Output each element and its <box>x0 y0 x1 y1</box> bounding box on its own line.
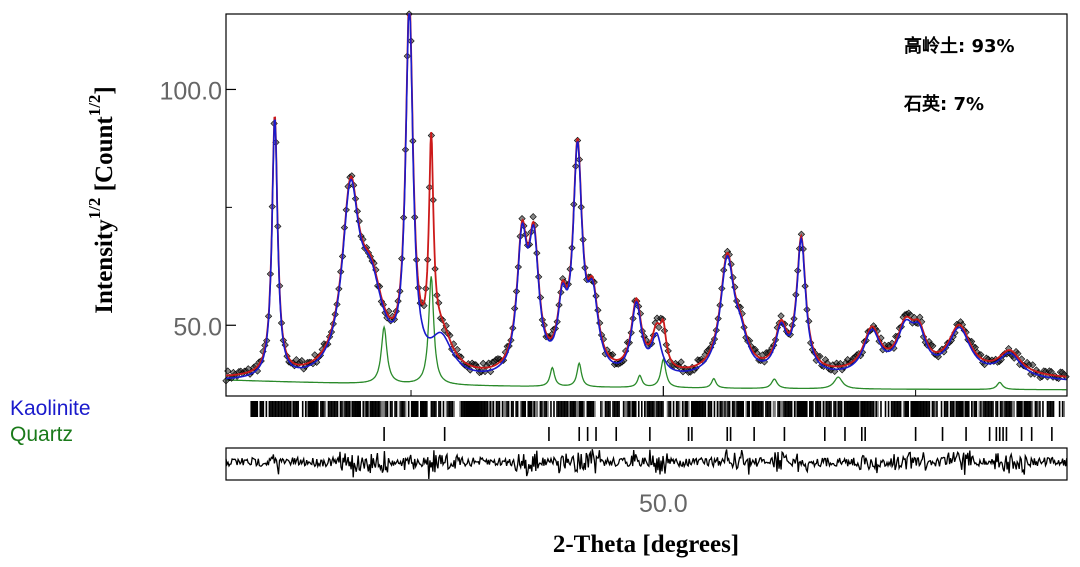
x-axis-ticks: 50.0 <box>410 386 917 518</box>
observed-point <box>655 323 663 331</box>
observed-point <box>929 342 937 350</box>
quartz-reflection-ticks <box>383 427 1053 441</box>
calculated-total-line <box>226 13 1067 378</box>
kaolinite-reflection-ticks <box>250 401 1065 417</box>
x-axis-label: 2-Theta [degrees] <box>553 531 739 558</box>
observed-point <box>224 367 232 375</box>
y-axis-label-unit: [Count <box>91 116 118 198</box>
observed-point <box>777 312 785 320</box>
y-axis-label-main: Intensity <box>91 219 118 314</box>
observed-point <box>1029 361 1037 369</box>
y-tick-label: 50.0 <box>173 313 222 341</box>
observed-point <box>677 358 685 366</box>
observed-point <box>222 377 230 385</box>
y-axis-label-unit-sup: 1/2 <box>85 95 104 117</box>
plot-frame <box>225 13 1068 397</box>
observed-points <box>222 10 1070 385</box>
legend-quartz: Quartz <box>10 423 73 446</box>
y-tick-label: 100.0 <box>159 77 222 105</box>
quartz-percentage-annotation: 石英: 7% <box>903 93 984 115</box>
observed-point <box>529 213 537 221</box>
observed-point <box>253 367 262 375</box>
calculated-kaolinite-line <box>226 13 1067 381</box>
difference-line <box>225 449 1068 480</box>
observed-point <box>620 356 628 365</box>
y-axis-label-sup: 1/2 <box>85 198 104 220</box>
x-tick-label: 50.0 <box>639 490 688 518</box>
quartz-profile <box>226 276 1067 391</box>
y-axis-label: Intensity1/2 [Count1/2] <box>85 86 118 314</box>
kaolinite-percentage-annotation: 高岭土: 93% <box>904 35 1015 57</box>
difference-curve <box>225 449 1068 480</box>
calculated-profiles <box>226 13 1067 381</box>
y-axis-ticks: 100.0 50.0 <box>159 77 236 341</box>
quartz-profile-line <box>226 276 1067 391</box>
y-axis-label-close: ] <box>91 86 118 94</box>
observed-point <box>479 359 487 368</box>
observed-point <box>313 358 321 366</box>
difference-panel <box>225 447 1068 481</box>
observed-point <box>831 367 839 376</box>
legend-kaolinite: Kaolinite <box>10 397 91 420</box>
